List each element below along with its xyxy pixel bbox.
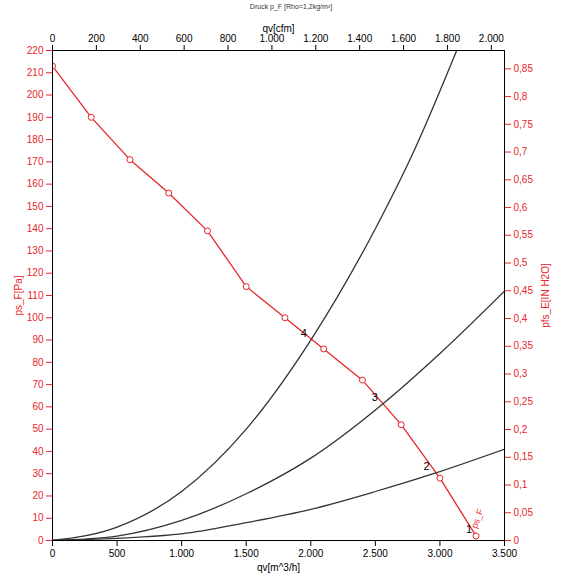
svg-text:40: 40	[32, 446, 44, 457]
svg-text:3.000: 3.000	[427, 548, 452, 559]
svg-text:pfs_E[IN H2O]: pfs_E[IN H2O]	[540, 263, 551, 328]
svg-text:70: 70	[32, 379, 44, 390]
svg-text:160: 160	[27, 178, 44, 189]
svg-text:0,4: 0,4	[514, 313, 528, 324]
svg-text:150: 150	[27, 201, 44, 212]
svg-text:2.000: 2.000	[298, 548, 323, 559]
svg-text:0: 0	[514, 535, 520, 546]
svg-text:210: 210	[27, 67, 44, 78]
svg-text:qv[m^3/h]: qv[m^3/h]	[257, 562, 300, 573]
svg-text:20: 20	[32, 490, 44, 501]
svg-text:ps_F: ps_F	[469, 507, 486, 530]
svg-text:200: 200	[27, 89, 44, 100]
svg-text:0,8: 0,8	[514, 91, 528, 102]
svg-text:800: 800	[220, 33, 237, 44]
svg-text:200: 200	[88, 33, 105, 44]
svg-text:110: 110	[28, 290, 44, 301]
svg-text:4: 4	[301, 327, 307, 339]
svg-text:ps_F[Pa]: ps_F[Pa]	[13, 275, 24, 315]
svg-text:3: 3	[372, 391, 378, 403]
svg-text:0,6: 0,6	[514, 202, 528, 213]
svg-text:50: 50	[32, 423, 44, 434]
svg-text:1.800: 1.800	[435, 33, 460, 44]
svg-text:0: 0	[50, 33, 56, 44]
svg-text:190: 190	[27, 112, 44, 123]
svg-text:0,05: 0,05	[514, 507, 534, 518]
svg-text:2.000: 2.000	[479, 33, 504, 44]
html-text:Druck p_F [Rho=1,2kg/m³]: Druck p_F [Rho=1,2kg/m³]	[249, 3, 333, 10]
svg-text:30: 30	[32, 468, 44, 479]
svg-text:0,3: 0,3	[514, 368, 528, 379]
svg-text:60: 60	[32, 401, 44, 412]
svg-text:180: 180	[27, 134, 44, 145]
svg-text:120: 120	[27, 267, 44, 278]
svg-text:0,75: 0,75	[514, 119, 534, 130]
svg-text:0: 0	[50, 548, 56, 559]
svg-text:1.600: 1.600	[391, 33, 416, 44]
svg-text:qv[cfm]: qv[cfm]	[262, 23, 294, 34]
svg-text:0,15: 0,15	[514, 451, 534, 462]
svg-text:0,55: 0,55	[514, 229, 534, 240]
svg-text:600: 600	[176, 33, 193, 44]
svg-text:0,5: 0,5	[514, 257, 528, 268]
svg-text:1.000: 1.000	[169, 548, 194, 559]
svg-text:1.000: 1.000	[259, 33, 284, 44]
svg-text:500: 500	[109, 548, 126, 559]
svg-text:2.500: 2.500	[363, 548, 388, 559]
svg-text:1: 1	[466, 523, 472, 535]
svg-text:2: 2	[423, 460, 429, 472]
svg-text:0,85: 0,85	[514, 63, 534, 74]
svg-text:10: 10	[32, 512, 44, 523]
svg-text:3.500: 3.500	[492, 548, 517, 559]
svg-text:80: 80	[32, 357, 44, 368]
svg-text:140: 140	[27, 223, 44, 234]
svg-text:0: 0	[38, 535, 44, 546]
svg-text:0,2: 0,2	[514, 424, 528, 435]
svg-text:130: 130	[27, 245, 44, 256]
svg-text:1.200: 1.200	[303, 33, 328, 44]
svg-text:90: 90	[32, 334, 44, 345]
svg-text:0,35: 0,35	[514, 340, 534, 351]
svg-text:1.400: 1.400	[347, 33, 372, 44]
svg-text:0,65: 0,65	[514, 174, 534, 185]
svg-text:1.500: 1.500	[234, 548, 259, 559]
svg-text:170: 170	[27, 156, 44, 167]
svg-text:0,1: 0,1	[514, 479, 528, 490]
svg-text:0,45: 0,45	[514, 285, 534, 296]
svg-text:220: 220	[27, 45, 44, 56]
svg-text:0,7: 0,7	[514, 146, 528, 157]
svg-text:0,25: 0,25	[514, 396, 534, 407]
svg-text:400: 400	[132, 33, 149, 44]
svg-text:100: 100	[27, 312, 44, 323]
